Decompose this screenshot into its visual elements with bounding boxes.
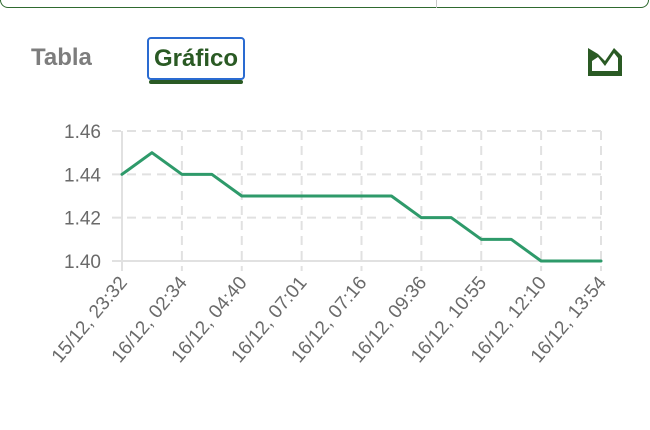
active-tab-indicator bbox=[149, 80, 243, 84]
card-divider bbox=[436, 0, 437, 8]
tab-grafico[interactable]: Gráfico bbox=[147, 37, 245, 80]
tab-tabla[interactable]: Tabla bbox=[31, 44, 92, 71]
y-tick-label: 1.42 bbox=[64, 209, 101, 230]
y-tick-label: 1.46 bbox=[64, 122, 101, 143]
area-chart-icon[interactable] bbox=[586, 44, 624, 78]
chart-series bbox=[120, 151, 603, 263]
y-tick-label: 1.44 bbox=[64, 165, 101, 186]
chart-axes bbox=[112, 131, 601, 262]
tab-grafico-label: Gráfico bbox=[153, 44, 239, 72]
series-line bbox=[120, 151, 603, 263]
y-tick-label: 1.40 bbox=[64, 252, 101, 273]
y-axis-labels: 1.46 1.44 1.42 1.40 bbox=[64, 122, 101, 273]
